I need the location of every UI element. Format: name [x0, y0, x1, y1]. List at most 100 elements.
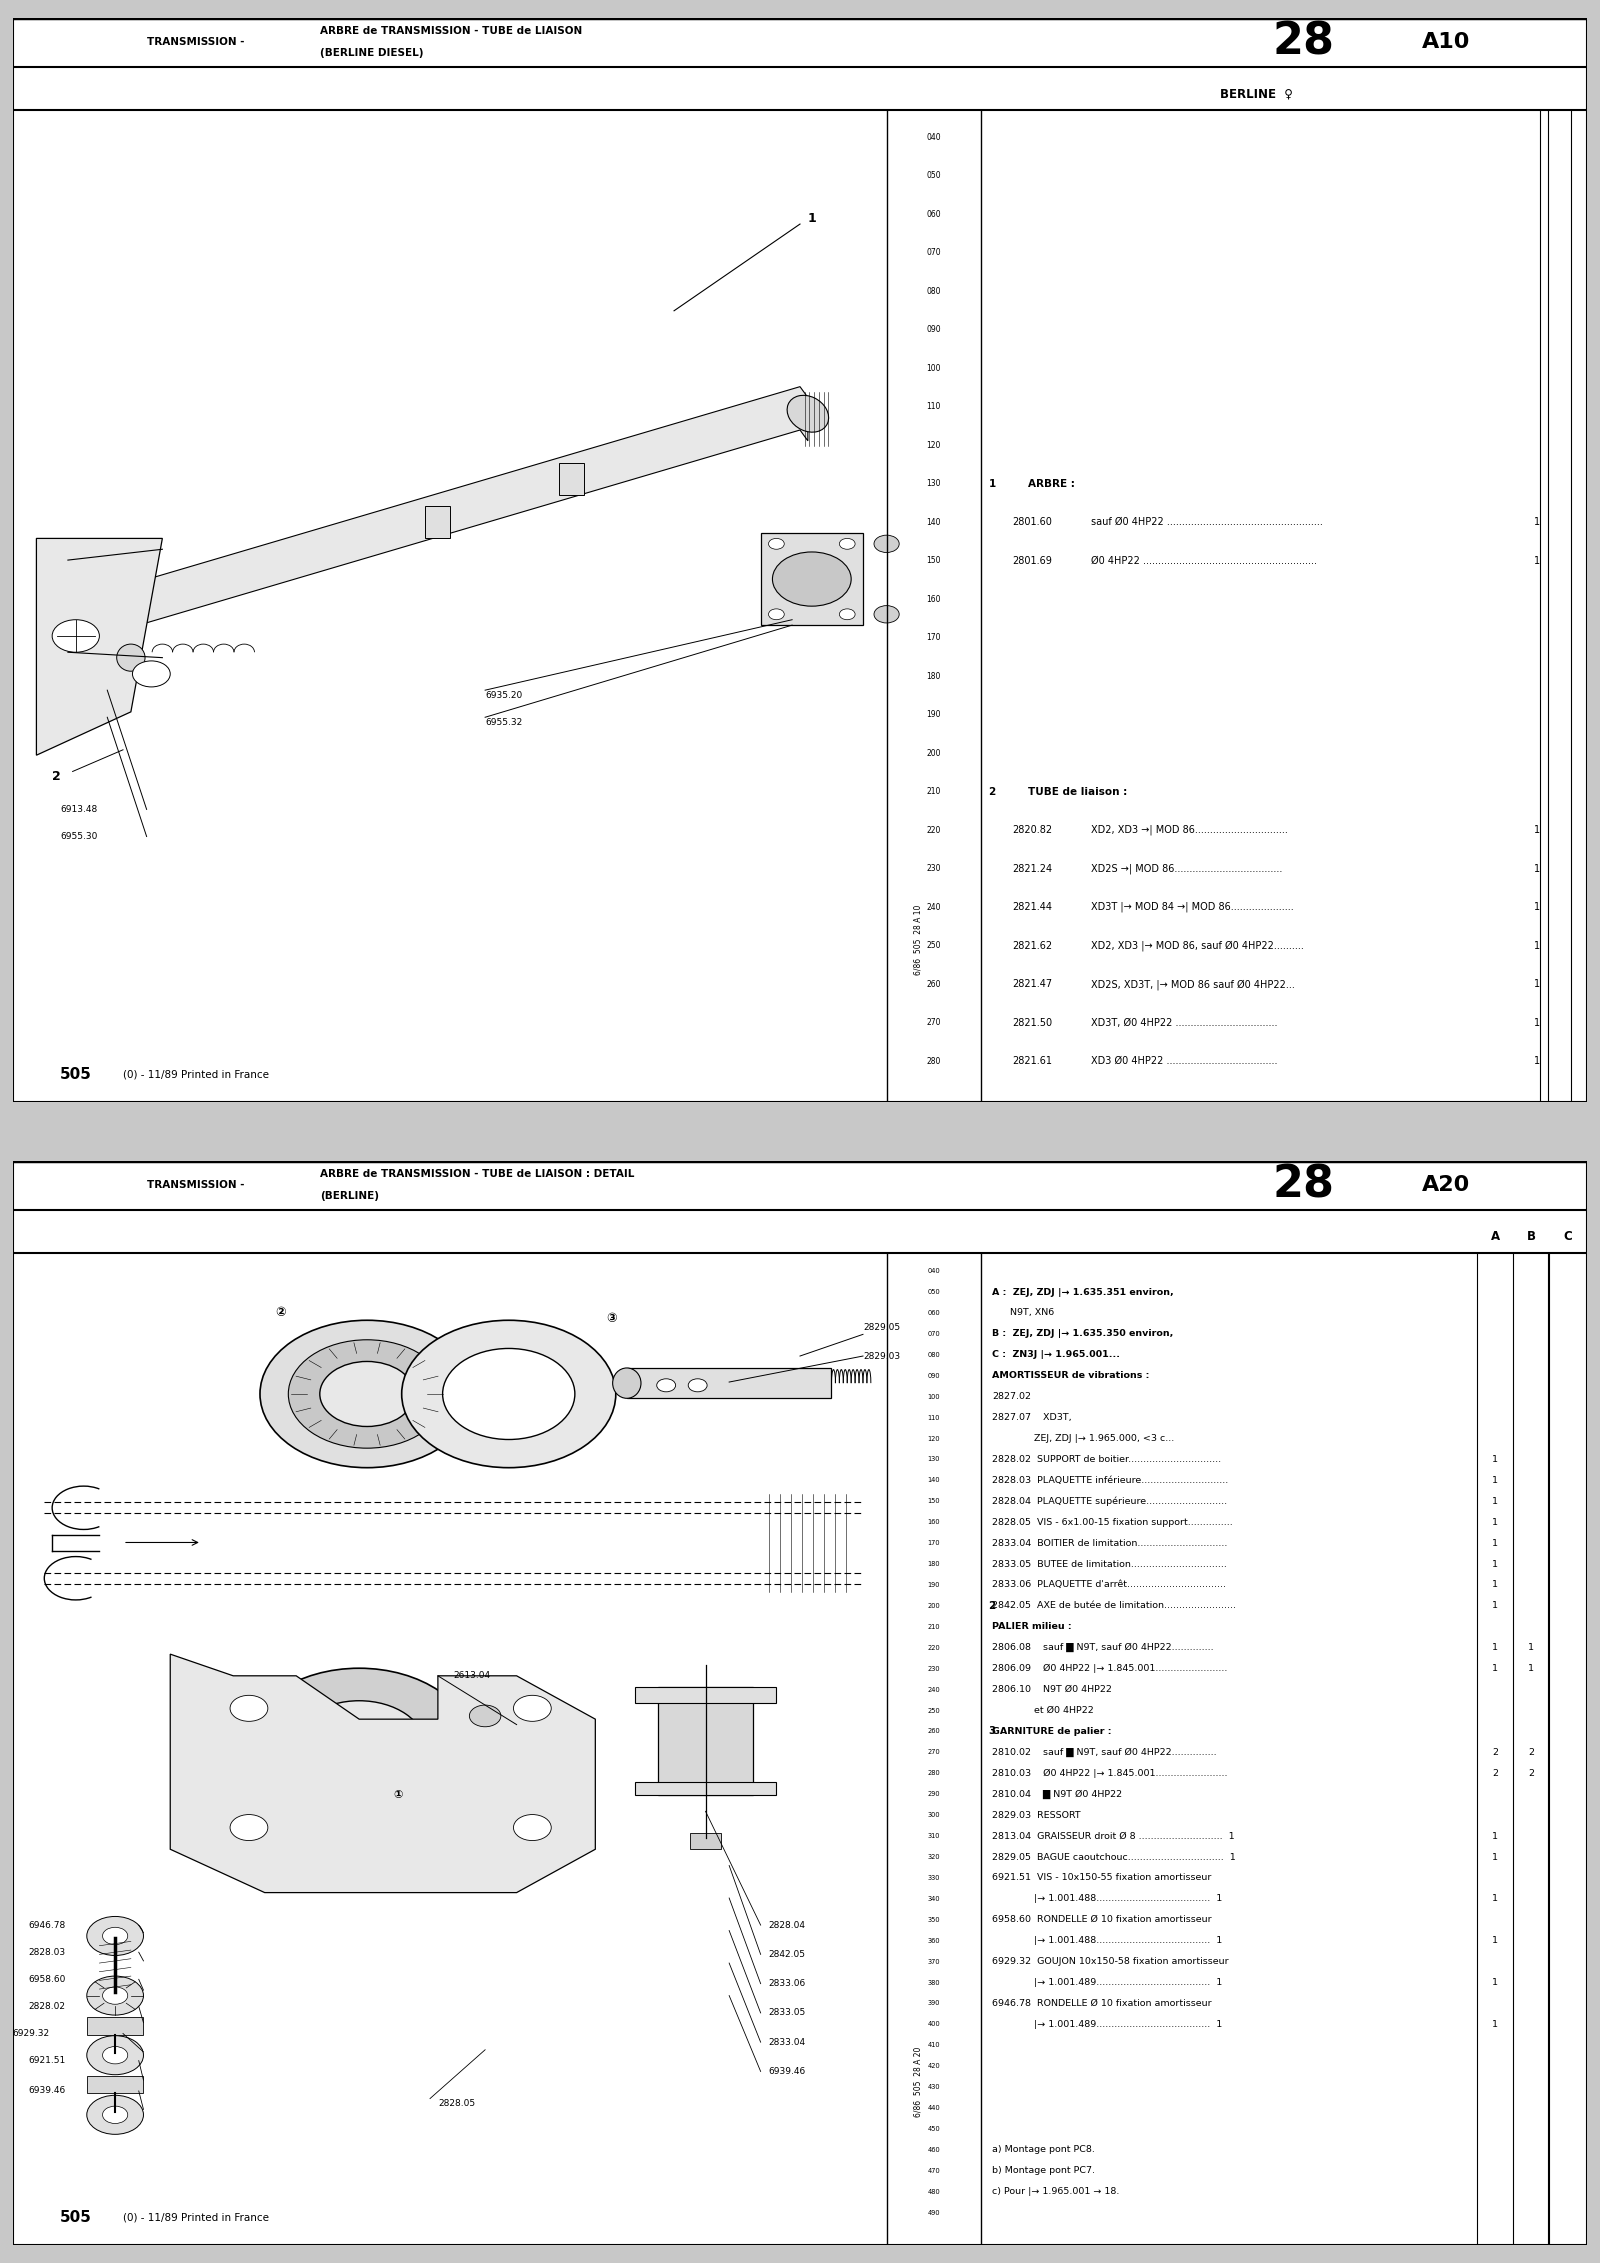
Text: 2810.03    Ø0 4HP22 |→ 1.845.001........................: 2810.03 Ø0 4HP22 |→ 1.845.001...........… [992, 1770, 1227, 1779]
Text: 100: 100 [928, 1394, 941, 1399]
Text: 6955.32: 6955.32 [485, 717, 522, 726]
Text: XD2, XD3 →| MOD 86...............................: XD2, XD3 →| MOD 86......................… [1091, 826, 1288, 835]
Text: 400: 400 [928, 2021, 941, 2028]
Bar [690, 1833, 722, 1849]
Text: 1: 1 [1534, 941, 1539, 950]
Text: 6/86  505  28 A 10: 6/86 505 28 A 10 [914, 905, 923, 975]
Text: 080: 080 [928, 1351, 941, 1358]
Text: GARNITURE de palier :: GARNITURE de palier : [992, 1727, 1112, 1736]
Circle shape [443, 1349, 574, 1439]
Text: 2806.09    Ø0 4HP22 |→ 1.845.001........................: 2806.09 Ø0 4HP22 |→ 1.845.001...........… [992, 1663, 1227, 1672]
Text: C: C [1563, 1231, 1571, 1242]
Text: 2820.82: 2820.82 [1013, 826, 1053, 835]
Text: 1: 1 [1493, 1559, 1498, 1568]
Text: 2: 2 [1528, 1747, 1534, 1756]
Circle shape [102, 1928, 128, 1944]
Text: 2: 2 [1493, 1770, 1498, 1779]
Text: 1: 1 [1528, 1663, 1534, 1672]
Text: 070: 070 [928, 1331, 941, 1337]
Text: 300: 300 [928, 1813, 941, 1817]
Text: 2821.50: 2821.50 [1013, 1018, 1053, 1027]
Text: 060: 060 [926, 210, 941, 220]
Text: 505: 505 [61, 2211, 91, 2225]
Text: (BERLINE): (BERLINE) [320, 1190, 379, 1202]
Text: 1: 1 [1534, 864, 1539, 874]
Text: 100: 100 [926, 364, 941, 373]
Text: 250: 250 [928, 1709, 941, 1713]
Text: 2801.69: 2801.69 [1013, 557, 1053, 566]
Text: 150: 150 [926, 557, 941, 566]
Text: b) Montage pont PC7.: b) Montage pont PC7. [992, 2166, 1094, 2175]
Text: TRANSMISSION -: TRANSMISSION - [147, 1179, 245, 1190]
Circle shape [86, 1976, 144, 2014]
Text: 2810.04    █ N9T Ø0 4HP22: 2810.04 █ N9T Ø0 4HP22 [992, 1790, 1122, 1799]
Text: 2829.03: 2829.03 [862, 1351, 901, 1360]
Text: 230: 230 [926, 864, 941, 874]
Text: 2833.04  BOITIER de limitation..............................: 2833.04 BOITIER de limitation...........… [992, 1539, 1227, 1548]
Text: 2829.05  BAGUE caoutchouc................................  1: 2829.05 BAGUE caoutchouc................… [992, 1853, 1235, 1862]
Text: 470: 470 [928, 2168, 941, 2175]
Circle shape [86, 2037, 144, 2075]
Text: 1: 1 [1493, 1853, 1498, 1862]
Text: 040: 040 [926, 134, 941, 143]
Text: 150: 150 [928, 1498, 941, 1505]
Text: 1: 1 [1493, 1831, 1498, 1840]
Circle shape [514, 1695, 552, 1722]
Text: ARBRE de TRANSMISSION - TUBE de LIAISON: ARBRE de TRANSMISSION - TUBE de LIAISON [320, 27, 582, 36]
Text: B: B [1526, 1231, 1536, 1242]
Text: (0) - 11/89 Printed in France: (0) - 11/89 Printed in France [123, 1070, 269, 1079]
Text: A :  ZEJ, ZDJ |→ 1.635.351 environ,: A : ZEJ, ZDJ |→ 1.635.351 environ, [992, 1288, 1174, 1297]
Text: 360: 360 [928, 1937, 941, 1944]
Ellipse shape [613, 1367, 642, 1399]
Text: 6935.20: 6935.20 [485, 690, 522, 699]
Circle shape [246, 1668, 472, 1824]
Text: |→ 1.001.488......................................  1: |→ 1.001.488............................… [992, 1937, 1222, 1946]
Text: XD2S, XD3T, |→ MOD 86 sauf Ø0 4HP22...: XD2S, XD3T, |→ MOD 86 sauf Ø0 4HP22... [1091, 980, 1294, 989]
Circle shape [53, 620, 99, 652]
Bar [86, 2075, 144, 2093]
Text: 1: 1 [1534, 826, 1539, 835]
Text: A20: A20 [1422, 1174, 1470, 1195]
Polygon shape [37, 539, 162, 756]
Text: 505: 505 [61, 1068, 91, 1082]
Circle shape [288, 1340, 446, 1448]
Text: 130: 130 [926, 480, 941, 489]
Text: 480: 480 [928, 2188, 941, 2195]
Text: 120: 120 [926, 441, 941, 450]
Text: 2842.05  AXE de butée de limitation........................: 2842.05 AXE de butée de limitation......… [992, 1602, 1237, 1611]
Text: 1: 1 [1534, 1057, 1539, 1066]
Text: ARBRE de TRANSMISSION - TUBE de LIAISON : DETAIL: ARBRE de TRANSMISSION - TUBE de LIAISON … [320, 1170, 634, 1179]
Text: 6921.51: 6921.51 [29, 2057, 66, 2066]
Text: 2821.62: 2821.62 [1013, 941, 1053, 950]
Circle shape [102, 2107, 128, 2123]
Text: 440: 440 [928, 2105, 941, 2111]
Text: 2: 2 [989, 1600, 995, 1611]
Text: 28: 28 [1272, 1163, 1334, 1206]
Text: 2827.07    XD3T,: 2827.07 XD3T, [992, 1412, 1072, 1421]
Bar [635, 1781, 776, 1795]
Text: 1: 1 [1493, 1663, 1498, 1672]
Text: 6/86  505  28 A 20: 6/86 505 28 A 20 [914, 2048, 923, 2118]
Text: 070: 070 [926, 249, 941, 258]
Text: 6921.51  VIS - 10x150-55 fixation amortisseur: 6921.51 VIS - 10x150-55 fixation amortis… [992, 1874, 1211, 1883]
Text: 2828.05  VIS - 6x1.00-15 fixation support...............: 2828.05 VIS - 6x1.00-15 fixation support… [992, 1518, 1234, 1528]
Text: 2833.04: 2833.04 [768, 2037, 806, 2046]
Text: 430: 430 [928, 2084, 941, 2091]
Text: A: A [1491, 1231, 1499, 1242]
Circle shape [320, 1362, 414, 1426]
Text: 2810.02    sauf █ N9T, sauf Ø0 4HP22...............: 2810.02 sauf █ N9T, sauf Ø0 4HP22.......… [992, 1747, 1216, 1756]
Text: 200: 200 [928, 1602, 941, 1609]
Circle shape [230, 1695, 267, 1722]
Text: 380: 380 [928, 1980, 941, 1985]
Text: c) Pour |→ 1.965.001 → 18.: c) Pour |→ 1.965.001 → 18. [992, 2188, 1120, 2197]
Text: 6958.60: 6958.60 [29, 1976, 66, 1985]
Text: 320: 320 [928, 1853, 941, 1860]
Text: 290: 290 [928, 1792, 941, 1797]
Text: 1: 1 [1534, 903, 1539, 912]
Text: 1: 1 [1493, 1602, 1498, 1611]
Circle shape [102, 2046, 128, 2064]
Ellipse shape [117, 645, 146, 672]
Text: 2833.05  BUTEE de limitation................................: 2833.05 BUTEE de limitation.............… [992, 1559, 1227, 1568]
Text: A10: A10 [1422, 32, 1470, 52]
Text: 1: 1 [1493, 1937, 1498, 1946]
